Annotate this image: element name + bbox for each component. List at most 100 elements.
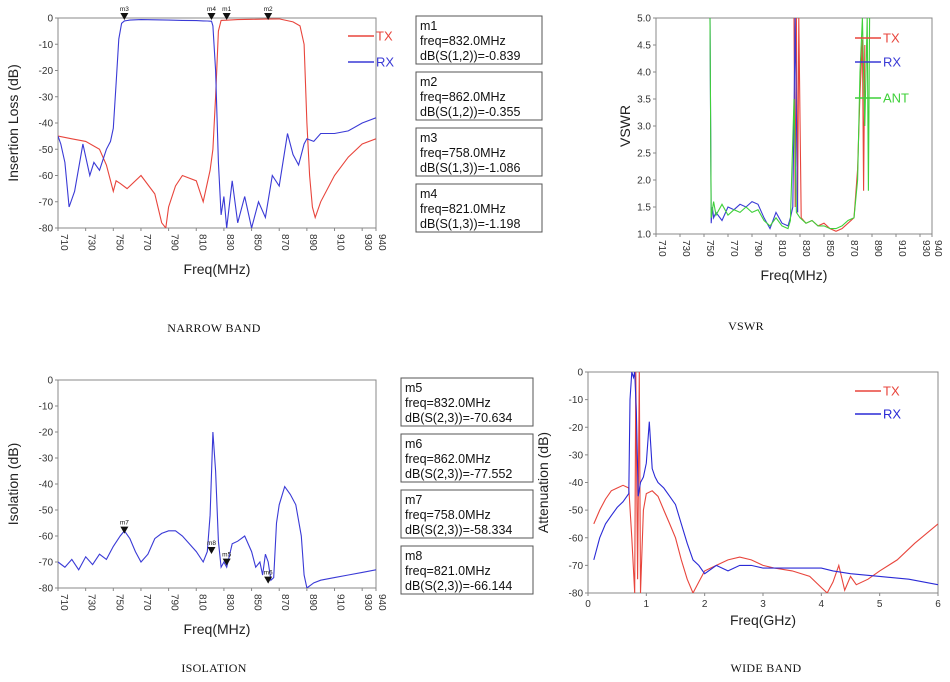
y-tick-label: -70 [39,558,54,569]
chart-caption: ISOLATION [181,661,246,675]
y-axis-label: Attenuation (dB) [535,432,551,533]
x-tick-label: 850 [252,234,263,251]
x-tick-label: 830 [800,240,811,257]
marker-value: dB(S(2,3))=-77.552 [405,467,512,481]
legend-label-tx: TX [883,31,900,46]
x-tick-label: 0 [585,599,591,610]
x-tick-label: 830 [224,234,235,251]
marker-freq: freq=862.0MHz [405,452,491,466]
marker-m5 [222,558,231,566]
x-axis-label: Freq(MHz) [184,621,251,637]
x-axis-label: Freq(MHz) [184,261,251,277]
x-tick-label: 850 [824,240,835,257]
y-tick-label: -80 [569,589,584,600]
y-tick-label: 3.0 [637,122,651,133]
y-tick-label: 0 [47,14,53,25]
legend-label-rx: RX [883,55,901,70]
marker-readout-box [415,183,543,233]
marker-label-m2: m2 [264,6,273,13]
x-tick-label: 1 [644,599,650,610]
marker-m8 [207,546,216,554]
y-axis-label: VSWR [617,105,633,147]
marker-readout-box [400,545,534,595]
marker-value: dB(S(2,3))=-70.634 [405,411,512,425]
x-tick-label: 890 [307,234,318,251]
marker-name: m6 [405,437,422,451]
marker-freq: freq=821.0MHz [405,564,491,578]
chart-caption: WIDE BAND [730,661,801,675]
marker-m4 [207,13,216,20]
marker-value: dB(S(1,2))=-0.355 [420,105,520,119]
legend-label-tx: TX [883,384,900,399]
marker-value: dB(S(1,2))=-0.839 [420,49,520,63]
marker-readout-box [400,433,534,483]
series-line-tx [593,372,938,593]
x-tick-label: 790 [169,234,180,251]
marker-value: dB(S(1,3))=-1.198 [420,217,520,231]
marker-label-m4: m4 [207,6,216,13]
series-line-ant [709,18,871,230]
plot-frame [587,371,939,594]
series-line-tx [58,18,376,228]
y-tick-label: 0 [577,368,583,379]
x-tick-label: 770 [728,240,739,257]
marker-freq: freq=758.0MHz [420,146,506,160]
x-tick-label: 870 [848,240,859,257]
marker-readouts-narrow: m1freq=832.0MHzdB(S(1,2))=-0.839m2freq=8… [415,15,543,233]
plot-frame [57,379,377,589]
marker-freq: freq=832.0MHz [405,396,491,410]
y-tick-label: -70 [569,561,584,572]
marker-name: m4 [420,187,437,201]
x-tick-label: 770 [141,594,152,611]
legend-label-rx: RX [883,407,901,422]
x-tick-label: 730 [86,234,97,251]
chart-vswr: 5.0 4.5 4.0 3.5 3.0 2.5 2.0 1.5 1.0 710 730 750 770 7… [617,14,943,334]
marker-freq: freq=821.0MHz [420,202,506,216]
y-tick-label: -20 [39,66,54,77]
x-tick-label: 910 [896,240,907,257]
y-tick-label: -60 [39,171,54,182]
marker-label-m7: m7 [120,520,129,527]
x-tick-label: 4 [819,599,825,610]
marker-m1 [222,13,231,20]
x-tick-label: 870 [279,594,290,611]
legend-label-rx: RX [376,55,394,70]
y-tick-label: -40 [39,119,54,130]
x-tick-label: 940 [376,594,387,611]
x-tick-label: 5 [877,599,883,610]
marker-name: m5 [405,381,422,395]
x-tick-label: 790 [169,594,180,611]
y-tick-label: -20 [569,423,584,434]
x-tick-label: 930 [920,240,931,257]
marker-name: m2 [420,75,437,89]
x-tick-label: 810 [196,594,207,611]
y-tick-label: 5.0 [637,14,651,25]
x-tick-label: 940 [376,234,387,251]
chart-wide: 0-10-20-30-40-50-60-70-800 1 2 3 4 5 6Freq(GHz… [535,368,941,676]
y-tick-label: -70 [39,197,54,208]
chart-isolation: 0 -10 -20 -30 -40 -50 -60 -70 -80 710 730 750 770 790… [5,376,387,676]
x-tick-label: 810 [196,234,207,251]
y-tick-label: -10 [39,40,54,51]
marker-readout-box [415,71,543,121]
marker-value: dB(S(2,3))=-58.334 [405,523,512,537]
y-tick-label: -10 [39,402,54,413]
y-tick-label: 1.0 [637,230,651,241]
marker-readout-box [400,377,534,427]
x-tick-label: 890 [872,240,883,257]
marker-readouts-isolation: m5freq=832.0MHzdB(S(2,3))=-70.634m6freq=… [400,377,534,595]
marker-readout-box [415,15,543,65]
series-line-rx [709,18,799,230]
y-tick-label: -40 [569,478,584,489]
marker-readout-box [415,127,543,177]
marker-readout-box [400,489,534,539]
x-tick-label: 870 [279,234,290,251]
x-tick-label: 830 [224,594,235,611]
x-tick-label: 770 [141,234,152,251]
x-tick-label: 710 [58,594,69,611]
x-tick-label: 890 [307,594,318,611]
series-line-rx [58,19,376,228]
series-line-rx [593,372,938,586]
y-tick-label: 4.0 [637,68,651,79]
